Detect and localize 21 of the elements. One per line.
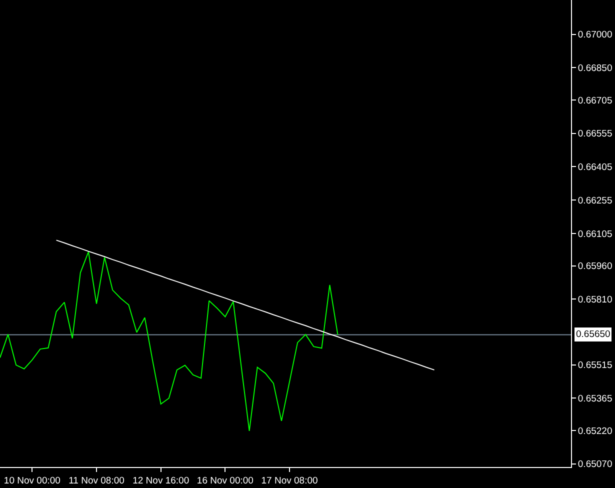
- x-tick-label: 10 Nov 00:00: [4, 475, 60, 486]
- y-tick-label: 0.67000: [578, 30, 612, 41]
- y-tick-label: 0.65365: [578, 394, 612, 405]
- y-tick-label: 0.65960: [578, 261, 612, 272]
- x-tick-label: 11 Nov 08:00: [68, 475, 124, 486]
- y-tick-label: 0.66705: [578, 95, 612, 106]
- y-tick-label: 0.66850: [578, 62, 612, 74]
- x-tick-label: 12 Nov 16:00: [132, 475, 190, 486]
- ref-line-label: 0.65650: [576, 329, 610, 340]
- x-tick-label: 17 Nov 08:00: [261, 475, 318, 486]
- y-tick-label: 0.65220: [578, 426, 612, 437]
- y-tick-label: 0.65810: [578, 294, 612, 306]
- x-tick-label: 16 Nov 00:00: [196, 475, 254, 486]
- y-tick-label: 0.66405: [578, 162, 612, 174]
- y-tick-label: 0.65515: [578, 360, 612, 372]
- y-tick-label: 0.66105: [578, 228, 612, 240]
- line-series: [0, 251, 338, 432]
- y-tick-label: 0.66555: [578, 128, 612, 140]
- y-tick-label: 0.65070: [578, 459, 612, 470]
- y-tick-label: 0.66255: [578, 195, 612, 206]
- line-series: [56, 240, 435, 370]
